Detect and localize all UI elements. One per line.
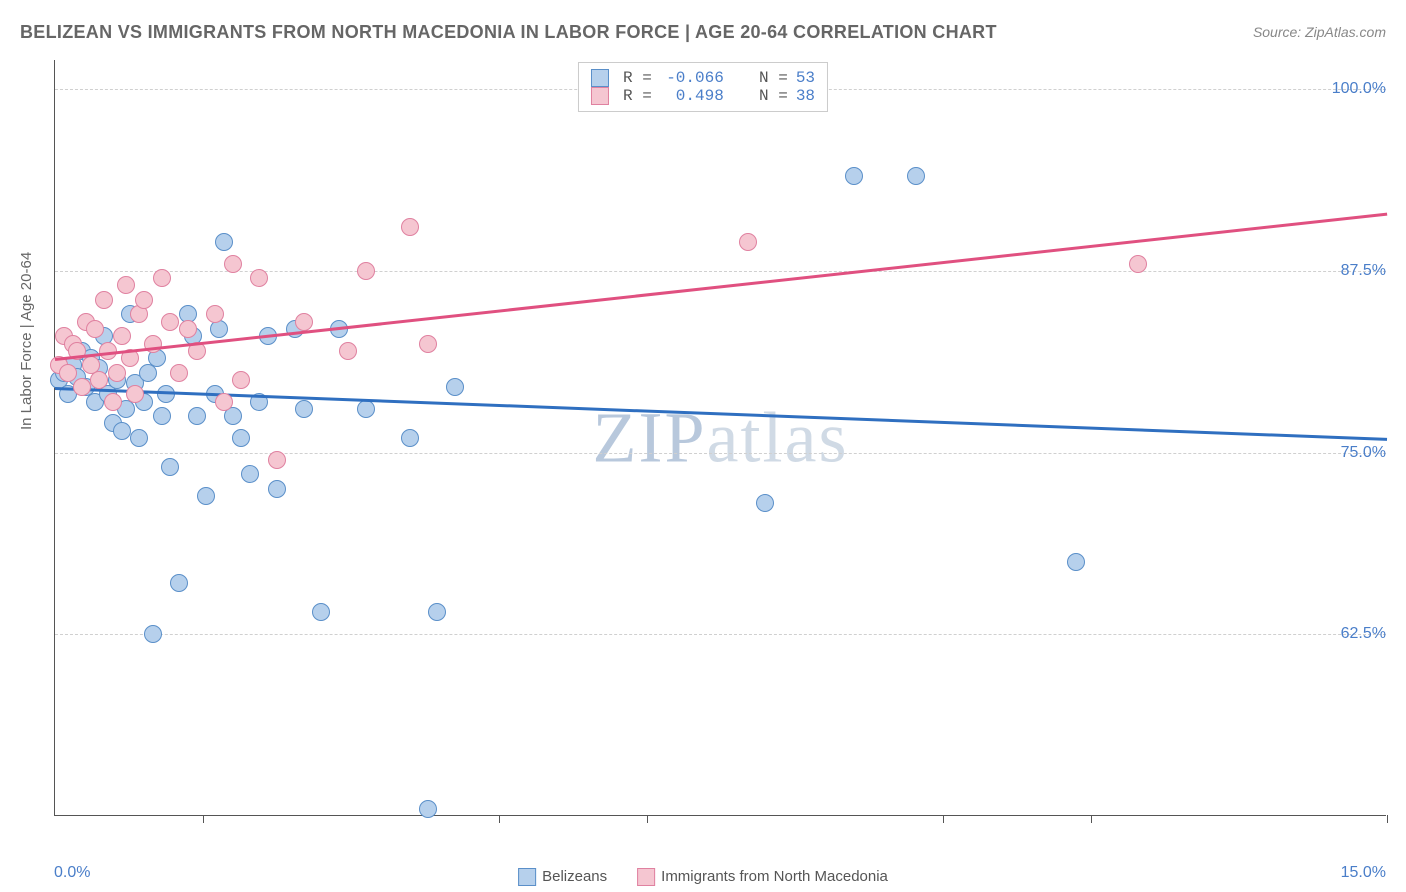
x-tick xyxy=(647,815,648,823)
y-axis-label: In Labor Force | Age 20-64 xyxy=(18,252,35,430)
data-point xyxy=(59,364,77,382)
data-point xyxy=(339,342,357,360)
legend-label: Belizeans xyxy=(542,868,607,885)
legend-swatch xyxy=(518,868,536,886)
data-point xyxy=(95,291,113,309)
scatter-plot-area: ZIPatlas xyxy=(54,60,1386,816)
data-point xyxy=(144,625,162,643)
data-point xyxy=(117,276,135,294)
data-point xyxy=(401,429,419,447)
n-value: 38 xyxy=(796,87,815,105)
r-label: R = xyxy=(623,69,652,87)
x-tick xyxy=(1387,815,1388,823)
trend-line xyxy=(55,387,1387,440)
data-point xyxy=(108,364,126,382)
data-point xyxy=(135,291,153,309)
data-point xyxy=(241,465,259,483)
data-point xyxy=(250,269,268,287)
n-label: N = xyxy=(759,87,788,105)
legend-swatch xyxy=(637,868,655,886)
legend-item: Belizeans xyxy=(518,868,607,886)
data-point xyxy=(206,305,224,323)
data-point xyxy=(153,269,171,287)
legend-item: Immigrants from North Macedonia xyxy=(637,868,888,886)
y-tick-label: 100.0% xyxy=(1332,80,1386,98)
n-label: N = xyxy=(759,69,788,87)
data-point xyxy=(232,371,250,389)
gridline xyxy=(55,453,1386,454)
watermark-light: atlas xyxy=(707,397,849,477)
data-point xyxy=(161,458,179,476)
r-value: -0.066 xyxy=(660,69,724,87)
data-point xyxy=(756,494,774,512)
data-point xyxy=(268,451,286,469)
n-value: 53 xyxy=(796,69,815,87)
x-tick xyxy=(1091,815,1092,823)
legend-label: Immigrants from North Macedonia xyxy=(661,868,888,885)
data-point xyxy=(419,800,437,818)
data-point xyxy=(90,371,108,389)
data-point xyxy=(161,313,179,331)
data-point xyxy=(1067,553,1085,571)
data-point xyxy=(104,393,122,411)
gridline xyxy=(55,634,1386,635)
data-point xyxy=(419,335,437,353)
data-point xyxy=(157,385,175,403)
data-point xyxy=(446,378,464,396)
data-point xyxy=(1129,255,1147,273)
data-point xyxy=(113,327,131,345)
data-point xyxy=(357,262,375,280)
y-tick-label: 87.5% xyxy=(1341,262,1386,280)
data-point xyxy=(197,487,215,505)
data-point xyxy=(401,218,419,236)
x-max-label: 15.0% xyxy=(1341,864,1386,882)
data-point xyxy=(845,167,863,185)
legend-row: R = 0.498 N = 38 xyxy=(591,87,815,105)
legend-row: R = -0.066 N = 53 xyxy=(591,69,815,87)
data-point xyxy=(73,378,91,396)
series-legend: Belizeans Immigrants from North Macedonia xyxy=(518,868,888,886)
data-point xyxy=(428,603,446,621)
data-point xyxy=(295,400,313,418)
chart-title: BELIZEAN VS IMMIGRANTS FROM NORTH MACEDO… xyxy=(20,22,997,43)
r-label: R = xyxy=(623,87,652,105)
trend-line xyxy=(55,213,1387,361)
source-attribution: Source: ZipAtlas.com xyxy=(1253,24,1386,40)
r-value: 0.498 xyxy=(660,87,724,105)
data-point xyxy=(126,385,144,403)
x-tick xyxy=(499,815,500,823)
data-point xyxy=(215,233,233,251)
x-min-label: 0.0% xyxy=(54,864,90,882)
data-point xyxy=(312,603,330,621)
y-tick-label: 62.5% xyxy=(1341,625,1386,643)
data-point xyxy=(170,574,188,592)
x-tick xyxy=(943,815,944,823)
data-point xyxy=(215,393,233,411)
data-point xyxy=(268,480,286,498)
data-point xyxy=(130,429,148,447)
data-point xyxy=(86,320,104,338)
data-point xyxy=(153,407,171,425)
legend-swatch xyxy=(591,69,609,87)
data-point xyxy=(179,320,197,338)
legend-swatch xyxy=(591,87,609,105)
data-point xyxy=(170,364,188,382)
data-point xyxy=(357,400,375,418)
data-point xyxy=(224,255,242,273)
data-point xyxy=(232,429,250,447)
data-point xyxy=(295,313,313,331)
y-tick-label: 75.0% xyxy=(1341,444,1386,462)
data-point xyxy=(188,407,206,425)
data-point xyxy=(739,233,757,251)
correlation-legend: R = -0.066 N = 53 R = 0.498 N = 38 xyxy=(578,62,828,112)
data-point xyxy=(907,167,925,185)
x-tick xyxy=(203,815,204,823)
data-point xyxy=(113,422,131,440)
